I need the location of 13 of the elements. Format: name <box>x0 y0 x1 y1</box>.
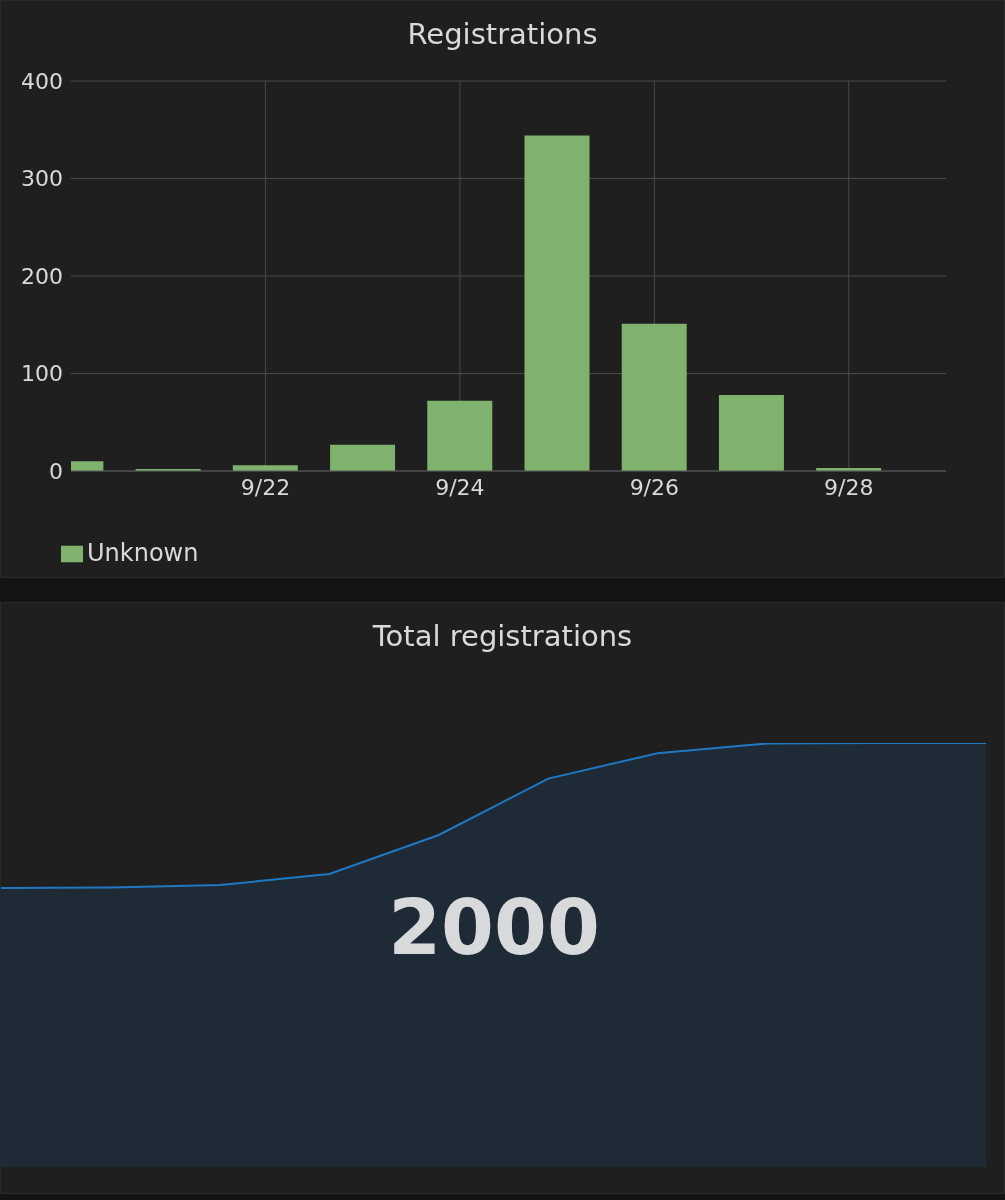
y-tick-label: 200 <box>21 263 63 289</box>
x-tick-label: 9/28 <box>824 474 874 500</box>
x-tick-label: 9/26 <box>629 474 680 500</box>
y-tick-label: 300 <box>21 166 63 192</box>
legend-label: Unknown <box>87 539 199 567</box>
y-tick-label: 0 <box>49 458 63 484</box>
chart-title: Total registrations <box>371 618 634 655</box>
y-tick-label: 100 <box>21 361 63 387</box>
x-tick-label: 9/24 <box>435 474 485 500</box>
y-tick-label: 400 <box>21 68 63 94</box>
annotation: 2000 <box>387 883 601 972</box>
chart-title: Registrations <box>406 16 599 53</box>
x-tick-label: 9/22 <box>240 474 291 500</box>
